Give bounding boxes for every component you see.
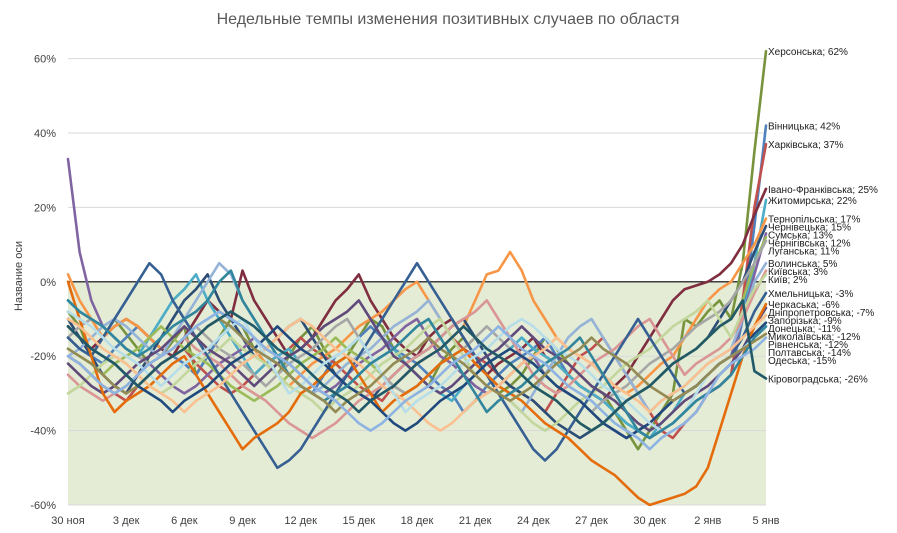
data-label: Дніпропетровська; -7% xyxy=(768,308,874,319)
x-tick-label: 15 дек xyxy=(343,515,376,527)
data-label: Івано-Франківська; 25% xyxy=(768,185,878,196)
data-label: Полтавська; -14% xyxy=(768,348,851,359)
data-label: Кіровоградська; -26% xyxy=(768,375,868,386)
series-line xyxy=(66,299,768,432)
y-tick-label: -60% xyxy=(30,500,56,512)
data-label: Київ; 2% xyxy=(768,275,808,286)
series-line xyxy=(66,299,768,432)
data-label: Запорізька; -9% xyxy=(768,316,842,327)
x-tick-label: 2 янв xyxy=(694,515,721,527)
data-label: Чернівецька; 15% xyxy=(768,223,851,234)
data-label: Луганська; 11% xyxy=(768,247,839,258)
data-label: Харківська; 37% xyxy=(768,140,844,151)
series-line xyxy=(66,280,768,507)
data-label: Тернопільська; 17% xyxy=(768,215,860,226)
y-tick-label: -20% xyxy=(30,351,56,363)
x-tick-label: 18 дек xyxy=(401,515,434,527)
y-axis-title: Название оси xyxy=(13,241,25,311)
y-tick-label: 0% xyxy=(40,277,56,289)
data-label: Одеська; -15% xyxy=(768,356,836,367)
y-tick-label: 60% xyxy=(34,54,56,66)
x-tick-label: 9 дек xyxy=(229,515,256,527)
x-tick-label: 21 дек xyxy=(459,515,492,527)
series-lines xyxy=(66,49,768,507)
data-label: Донецька; -11% xyxy=(768,324,841,335)
x-tick-label: 24 дек xyxy=(517,515,550,527)
data-label: Житомирська; 22% xyxy=(768,196,857,207)
x-tick-label: 5 янв xyxy=(752,515,779,527)
y-tick-label: 20% xyxy=(34,202,56,214)
data-label: Чернігівська; 12% xyxy=(768,239,851,250)
series-line xyxy=(66,273,768,432)
data-label: Миколаївська; -12% xyxy=(768,332,860,343)
data-label: Волинська; 5% xyxy=(768,259,837,270)
x-tick-label: 30 ноя xyxy=(51,515,84,527)
series-line xyxy=(66,310,768,451)
data-label: Черкаська; -6% xyxy=(768,300,840,311)
x-tick-label: 3 дек xyxy=(113,515,140,527)
y-axis-ticks: -60% -40% -20% 0% 20% 40% 60% xyxy=(30,54,56,512)
x-axis-ticks: 30 ноя 3 дек 6 дек 9 дек 12 дек 15 дек 18 дек 2… xyxy=(51,515,779,527)
y-tick-label: 40% xyxy=(34,128,56,140)
x-tick-label: 6 дек xyxy=(171,515,198,527)
x-tick-label: 12 дек xyxy=(284,515,317,527)
x-tick-label: 30 дек xyxy=(633,515,666,527)
data-labels: Херсонська; 62% Вінницька; 42% Харківська;… xyxy=(768,47,878,385)
data-label: Вінницька; 42% xyxy=(768,122,840,133)
series-line xyxy=(66,269,768,440)
y-tick-label: -40% xyxy=(30,426,56,438)
data-label: Рівненська; -12% xyxy=(768,340,848,351)
data-label: Київська; 3% xyxy=(768,267,828,278)
data-label: Хмельницька; -3% xyxy=(768,289,853,300)
series-line xyxy=(66,310,768,432)
series-line xyxy=(66,314,768,432)
x-tick-label: 27 дек xyxy=(575,515,608,527)
data-label: Херсонська; 62% xyxy=(768,47,848,58)
data-label: Сумська; 13% xyxy=(768,231,833,242)
chart-title: Недельные темпы изменения позитивных слу… xyxy=(217,11,680,28)
